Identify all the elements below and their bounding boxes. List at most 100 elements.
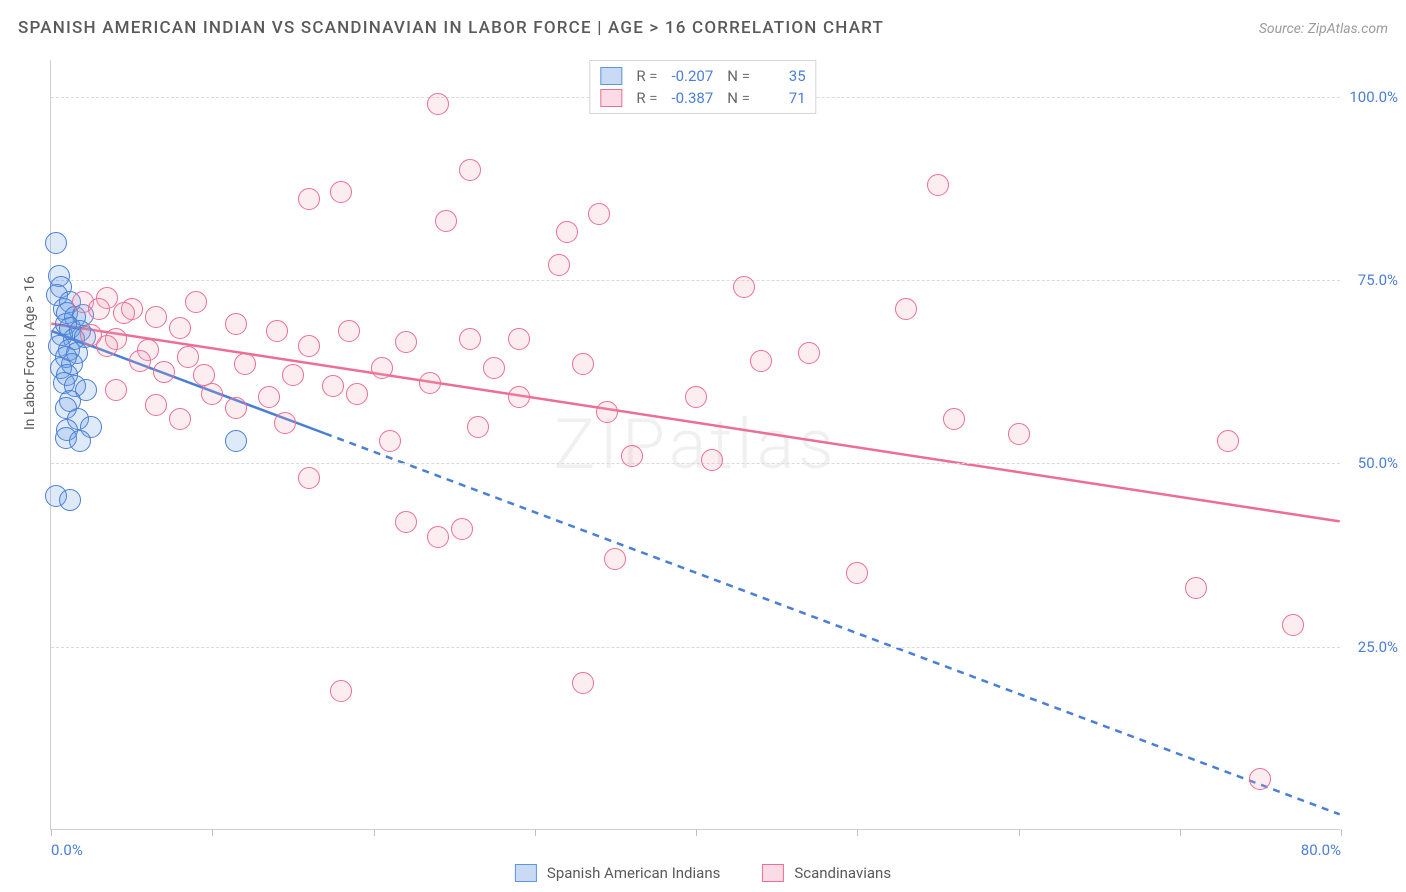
- scatter-point: [895, 298, 917, 320]
- stat-n-label: N: [727, 67, 738, 85]
- scatter-point: [322, 375, 344, 397]
- stats-row: R = -0.207N = 35: [600, 65, 805, 87]
- scatter-point: [1282, 614, 1304, 636]
- scatter-point: [45, 232, 67, 254]
- stat-r-label: R: [636, 89, 645, 107]
- stats-row: R = -0.387N = 71: [600, 87, 805, 109]
- scatter-point: [379, 430, 401, 452]
- scatter-point: [298, 188, 320, 210]
- x-tick: [1019, 829, 1020, 836]
- series-swatch: [600, 89, 622, 107]
- correlation-stats-box: R = -0.207N = 35R = -0.387N = 71: [589, 60, 816, 114]
- x-tick: [535, 829, 536, 836]
- scatter-point: [185, 291, 207, 313]
- scatter-point: [451, 518, 473, 540]
- scatter-point: [459, 159, 481, 181]
- scatter-point: [1185, 577, 1207, 599]
- scatter-point: [459, 328, 481, 350]
- gridline: [51, 463, 1340, 464]
- scatter-point: [572, 353, 594, 375]
- scatter-point: [234, 353, 256, 375]
- trend-line-extrapolated: [325, 434, 1340, 815]
- scatter-point: [96, 335, 118, 357]
- scatter-point: [266, 320, 288, 342]
- stat-r-label: R: [636, 67, 645, 85]
- scatter-point: [556, 221, 578, 243]
- scatter-point: [427, 526, 449, 548]
- scatter-point: [621, 445, 643, 467]
- scatter-point: [604, 548, 626, 570]
- legend-swatch: [762, 864, 784, 882]
- scatter-point: [798, 342, 820, 364]
- scatter-point: [467, 416, 489, 438]
- scatter-point: [395, 331, 417, 353]
- y-tick-label: 100.0%: [1349, 88, 1398, 106]
- scatter-point: [927, 174, 949, 196]
- title-bar: SPANISH AMERICAN INDIAN VS SCANDINAVIAN …: [18, 18, 1388, 38]
- scatter-point: [298, 335, 320, 357]
- y-tick-label: 50.0%: [1358, 454, 1398, 472]
- scatter-point: [596, 401, 618, 423]
- scatter-point: [225, 313, 247, 335]
- plot-area: ZIPatlas 25.0%50.0%75.0%100.0%0.0%80.0%: [50, 60, 1340, 830]
- legend-item: Scandinavians: [762, 864, 891, 882]
- scatter-point: [282, 364, 304, 386]
- scatter-point: [113, 302, 135, 324]
- scatter-point: [225, 397, 247, 419]
- scatter-point: [846, 562, 868, 584]
- scatter-point: [427, 93, 449, 115]
- chart-container: SPANISH AMERICAN INDIAN VS SCANDINAVIAN …: [0, 0, 1406, 892]
- scatter-point: [330, 181, 352, 203]
- scatter-point: [88, 298, 110, 320]
- scatter-point: [1249, 768, 1271, 790]
- scatter-point: [733, 276, 755, 298]
- x-tick: [374, 829, 375, 836]
- scatter-point: [129, 350, 151, 372]
- scatter-point: [572, 672, 594, 694]
- scatter-point: [548, 254, 570, 276]
- x-tick: [857, 829, 858, 836]
- legend-item: Spanish American Indians: [515, 864, 720, 882]
- scatter-point: [419, 372, 441, 394]
- scatter-point: [750, 350, 772, 372]
- scatter-point: [371, 357, 393, 379]
- scatter-point: [435, 210, 457, 232]
- x-tick: [1341, 829, 1342, 836]
- scatter-point: [1008, 423, 1030, 445]
- chart-title: SPANISH AMERICAN INDIAN VS SCANDINAVIAN …: [18, 18, 884, 38]
- series-swatch: [600, 67, 622, 85]
- x-tick: [212, 829, 213, 836]
- x-tick: [1180, 829, 1181, 836]
- stat-r-value: -0.207: [661, 67, 713, 85]
- scatter-point: [153, 361, 175, 383]
- scatter-point: [588, 203, 610, 225]
- scatter-point: [105, 379, 127, 401]
- scatter-point: [298, 467, 320, 489]
- legend-label: Spanish American Indians: [547, 864, 720, 882]
- scatter-point: [338, 320, 360, 342]
- scatter-point: [685, 386, 707, 408]
- x-tick-label: 80.0%: [1301, 841, 1341, 859]
- legend-label: Scandinavians: [794, 864, 891, 882]
- x-tick: [51, 829, 52, 836]
- scatter-point: [169, 408, 191, 430]
- stat-n-label: N: [727, 89, 738, 107]
- scatter-point: [1217, 430, 1239, 452]
- scatter-point: [483, 357, 505, 379]
- scatter-point: [274, 412, 296, 434]
- y-axis-title: In Labor Force | Age > 16: [22, 276, 38, 430]
- series-legend: Spanish American Indians Scandinavians: [515, 864, 891, 882]
- scatter-point: [69, 430, 91, 452]
- source-attribution: Source: ZipAtlas.com: [1259, 21, 1388, 37]
- gridline: [51, 647, 1340, 648]
- scatter-point: [701, 449, 723, 471]
- scatter-point: [508, 328, 530, 350]
- scatter-point: [145, 394, 167, 416]
- scatter-point: [258, 386, 280, 408]
- scatter-point: [330, 680, 352, 702]
- gridline: [51, 280, 1340, 281]
- y-tick-label: 75.0%: [1358, 271, 1398, 289]
- scatter-point: [395, 511, 417, 533]
- y-tick-label: 25.0%: [1358, 638, 1398, 656]
- scatter-point: [346, 383, 368, 405]
